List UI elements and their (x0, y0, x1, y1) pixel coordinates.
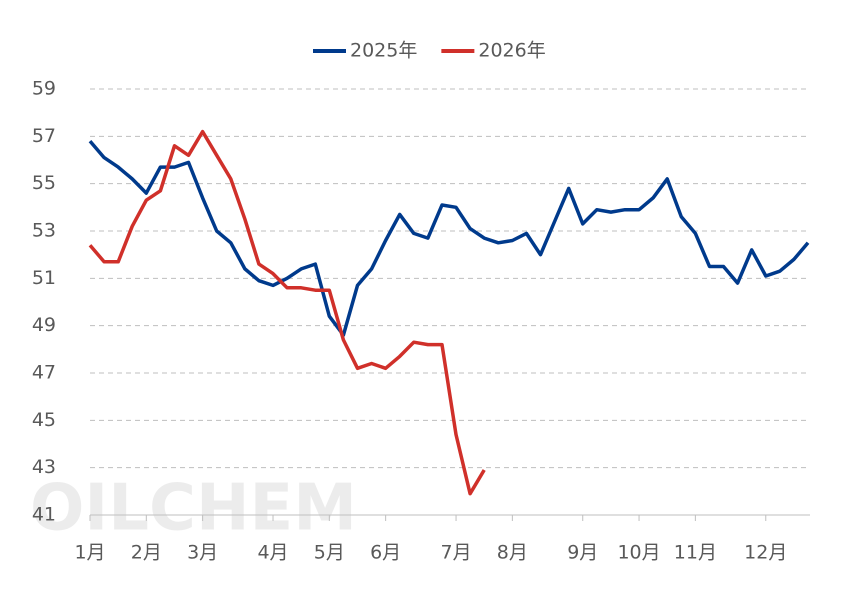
y-tick-label: 51 (32, 267, 56, 289)
x-tick-label: 3月 (187, 542, 218, 564)
x-tick-label: 11月 (674, 542, 717, 564)
x-tick-label: 10月 (617, 542, 660, 564)
x-tick-label: 9月 (567, 542, 598, 564)
y-tick-label: 45 (32, 409, 56, 431)
x-tick-label: 5月 (314, 542, 345, 564)
x-tick-label: 4月 (257, 542, 288, 564)
x-tick-label: 7月 (440, 542, 471, 564)
y-tick-label: 59 (32, 78, 56, 100)
y-tick-label: 49 (32, 314, 56, 336)
legend-label: 2025年 (350, 40, 417, 62)
watermark: OILCHEM (30, 472, 357, 546)
x-tick-label: 12月 (744, 542, 787, 564)
x-tick-label: 1月 (74, 542, 105, 564)
x-tick-label: 8月 (497, 542, 528, 564)
series-line (88, 139, 810, 337)
y-tick-label: 57 (32, 125, 56, 147)
legend-label: 2026年 (478, 40, 545, 62)
y-tick-label: 55 (32, 172, 56, 194)
y-tick-label: 43 (32, 456, 56, 478)
y-tick-label: 47 (32, 362, 56, 384)
y-tick-label: 41 (32, 504, 56, 526)
series-line (88, 129, 486, 496)
y-tick-label: 53 (32, 220, 56, 242)
x-tick-label: 6月 (370, 542, 401, 564)
x-tick-label: 2月 (131, 542, 162, 564)
